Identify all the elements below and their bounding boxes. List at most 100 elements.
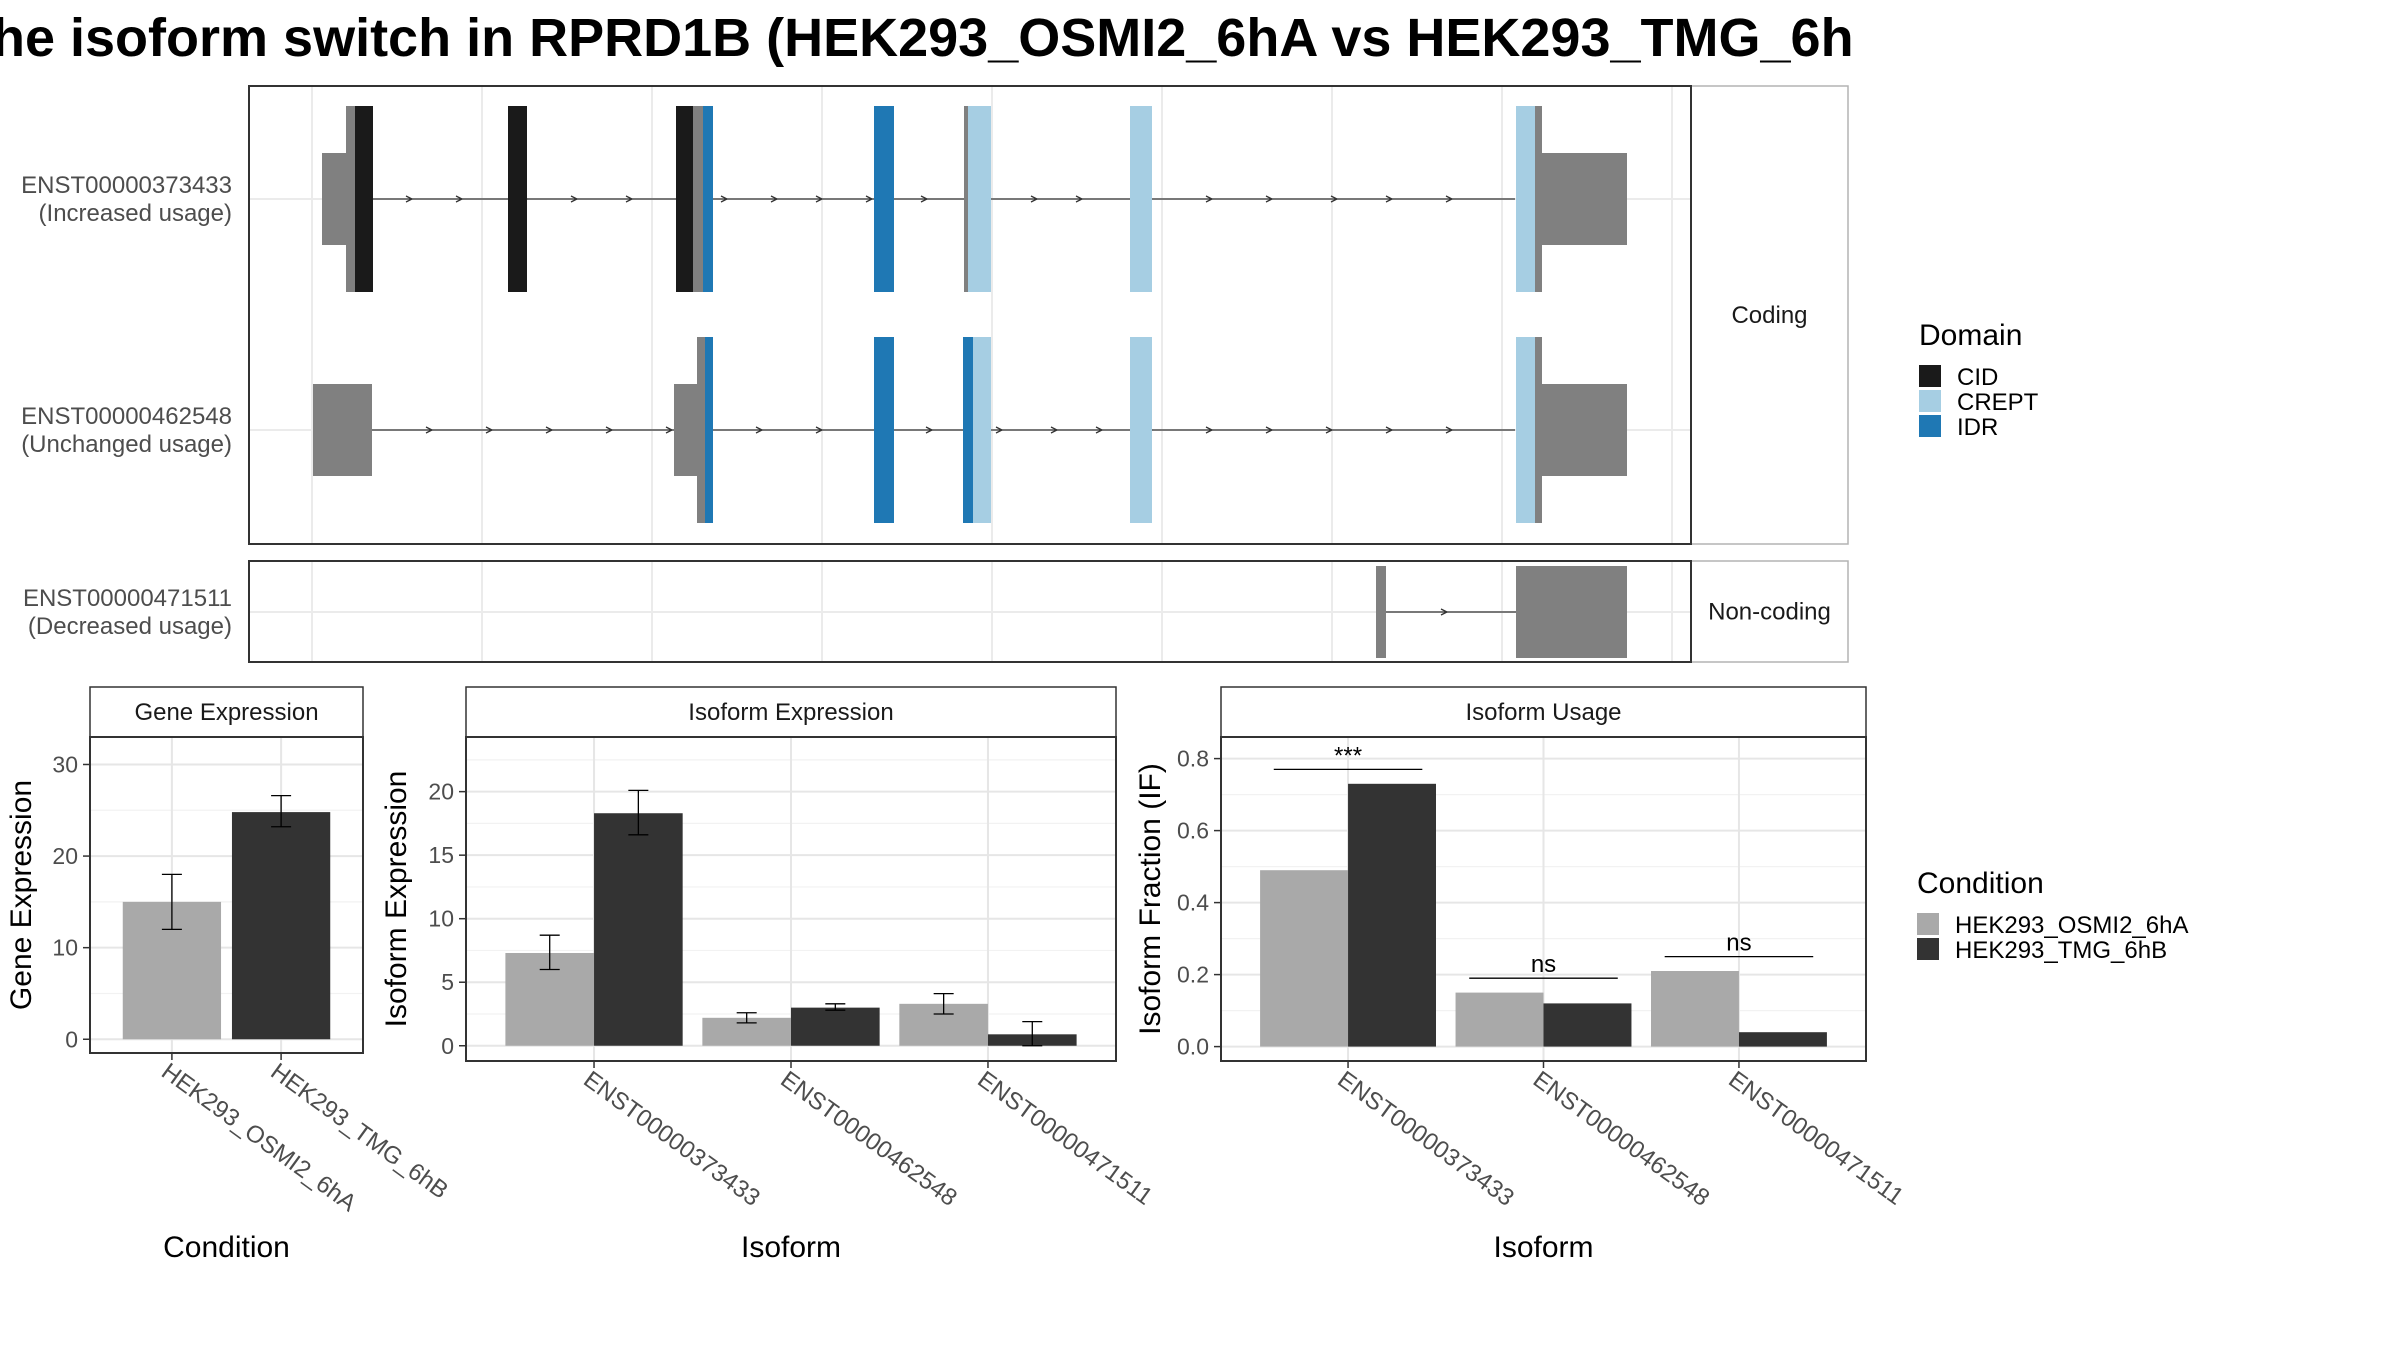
exon-block — [1376, 566, 1386, 658]
legend-swatch — [1919, 365, 1941, 387]
x-tick-label: HEK293_OSMI2_6hA — [156, 1058, 361, 1217]
intron-arrow — [405, 195, 414, 203]
chart-title: Gene Expression — [134, 699, 318, 726]
significance-label: ns — [1531, 951, 1556, 978]
y-tick-label: 20 — [52, 843, 78, 869]
structure-panel-border — [248, 560, 1692, 663]
isoform-usage-chart: Isoform Usage 0.0 0.2 0.4 0.6 0.8 ENST00000373… — [1134, 686, 1908, 1264]
intron-arrow — [1385, 195, 1394, 203]
chart-panel-border — [465, 736, 1117, 1062]
x-axis-title: Condition — [163, 1231, 290, 1264]
transcript-label: ENST00000373433 (Increased usage) — [21, 172, 232, 227]
chart-strip — [1220, 686, 1867, 738]
intron-arrow — [455, 195, 464, 203]
domain-block-crept — [973, 337, 991, 523]
legend-label: CREPT — [1957, 389, 2039, 416]
facet-label-coding: Coding — [1731, 302, 1807, 329]
exon-block — [1516, 566, 1627, 658]
exon-block — [697, 337, 707, 523]
exon-block — [693, 106, 704, 292]
bar — [1348, 783, 1436, 1047]
structure-panel-border — [248, 85, 1692, 545]
figure-title: he isoform switch in RPRD1B (HEK293_OSMI… — [0, 8, 1854, 68]
domain-block-crept — [1516, 106, 1536, 292]
intron-arrow — [1445, 195, 1454, 203]
legend-swatch — [1917, 913, 1939, 935]
intron-arrow — [1440, 608, 1449, 616]
intron-arrow — [1095, 426, 1104, 434]
exon-block — [964, 106, 969, 292]
exon-block — [313, 384, 372, 476]
intron-arrow — [755, 426, 764, 434]
intron-arrow — [1075, 195, 1084, 203]
y-tick-label: 10 — [428, 906, 454, 932]
x-axis-title: Isoform — [1493, 1231, 1593, 1264]
intron-arrow — [815, 195, 824, 203]
domain-block-crept — [1516, 337, 1536, 523]
intron-arrow — [1385, 426, 1394, 434]
intron-arrow — [665, 426, 674, 434]
exon-block — [346, 106, 356, 292]
facet-strip — [1690, 560, 1849, 663]
exon-block — [674, 384, 700, 476]
domain-block-crept — [1130, 337, 1152, 523]
facet-strip — [1690, 85, 1849, 545]
intron-arrow — [920, 195, 929, 203]
transcript-label: ENST00000471511 (Decreased usage) — [23, 585, 232, 640]
chart-panel-border — [1220, 736, 1867, 1062]
chart-strip — [89, 686, 364, 738]
intron-arrow — [815, 426, 824, 434]
domain-block-idr — [874, 106, 894, 292]
chart-title: Isoform Expression — [688, 699, 893, 726]
legend-swatch — [1919, 415, 1941, 437]
transcript-usage-note: (Decreased usage) — [28, 613, 232, 640]
intron-arrow — [1265, 195, 1274, 203]
transcript-label: ENST00000462548 (Unchanged usage) — [21, 403, 232, 458]
exon-block — [1535, 106, 1542, 292]
intron-arrow — [1050, 426, 1059, 434]
legend-swatch — [1917, 938, 1939, 960]
x-tick-label: ENST00000462548 — [1528, 1066, 1714, 1212]
exon-block — [1535, 337, 1542, 523]
intron-arrow — [1330, 195, 1339, 203]
y-tick-label: 0.6 — [1177, 818, 1209, 844]
transcript-id: ENST00000462548 — [21, 403, 232, 430]
y-axis-title: Isoform Fraction (IF) — [1134, 763, 1167, 1035]
domain-block-idr — [703, 106, 713, 292]
domain-block-crept — [968, 106, 991, 292]
x-tick-label: HEK293_TMG_6hB — [266, 1058, 453, 1205]
domain-block-idr — [874, 337, 894, 523]
x-tick-label: ENST00000373433 — [579, 1066, 765, 1212]
chart-panel-border — [89, 736, 364, 1054]
intron-arrow — [1325, 426, 1334, 434]
exon-block — [1540, 384, 1627, 476]
y-tick-label: 10 — [52, 935, 78, 961]
bar — [1543, 1003, 1632, 1047]
y-tick-label: 0.2 — [1177, 962, 1209, 988]
y-tick-label: 0 — [441, 1033, 454, 1059]
intron-arrow — [625, 195, 634, 203]
x-axis-title: Isoform — [741, 1231, 841, 1264]
intron-arrow — [865, 195, 874, 203]
chart-title: Isoform Usage — [1465, 699, 1621, 726]
intron-arrow — [1205, 426, 1214, 434]
y-tick-label: 0.0 — [1177, 1034, 1209, 1060]
x-tick-label: ENST00000462548 — [775, 1066, 961, 1212]
x-tick-label: ENST00000373433 — [1333, 1066, 1519, 1212]
gene-expression-chart: Gene Expression 0 10 20 30 HEK293_OSMI2_6hAHE… — [5, 686, 453, 1264]
transcript-usage-note: (Unchanged usage) — [21, 431, 232, 458]
x-tick-label: ENST00000471511 — [1723, 1066, 1908, 1211]
y-tick-label: 5 — [441, 969, 454, 995]
intron-arrow — [545, 426, 554, 434]
x-tick-label: ENST00000471511 — [972, 1066, 1157, 1211]
isoform-expression-chart: Isoform Expression 0 5 10 15 20 ENST0000037343… — [380, 686, 1157, 1264]
bar — [1651, 971, 1739, 1047]
intron-arrow — [1030, 195, 1039, 203]
legend-label: CID — [1957, 364, 1998, 391]
domain-block-idr — [963, 337, 975, 523]
bar — [791, 1007, 880, 1046]
intron-arrow — [485, 426, 494, 434]
